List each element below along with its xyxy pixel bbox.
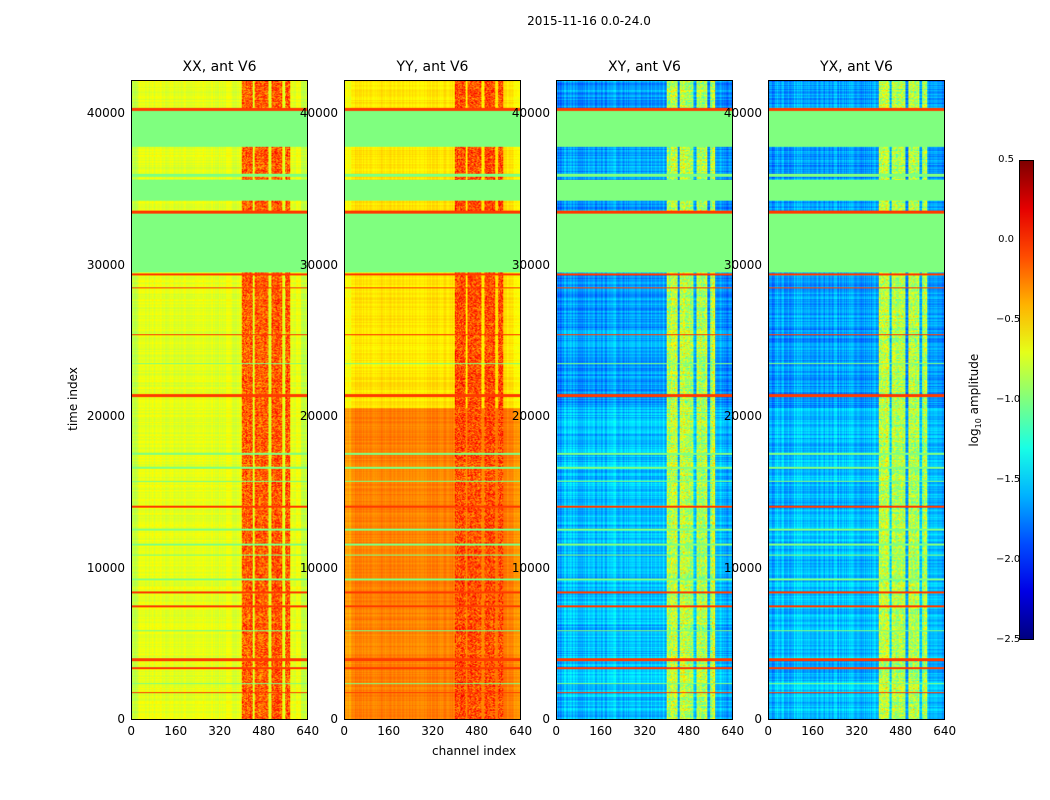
y-tick-label: 10000 [511,560,550,575]
x-tick-label: 320 [421,724,445,738]
y-tick-label: 0 [117,712,125,726]
colorbar-tick-label: 0.5 [998,154,1014,165]
y-tick-label: 10000 [86,560,125,575]
y-tick-label: 10000 [723,560,762,575]
colorbar-tick-label: −2.0 [996,554,1021,565]
y-tick-label: 0 [754,712,762,726]
x-tick-label: 0 [340,724,349,738]
panel-title: XX, ant V6 [182,59,257,75]
colorbar-tick-label: 0.0 [998,234,1014,245]
x-tick-label: 480 [465,724,489,738]
x-axis-label: channel index [432,744,517,758]
heatmap-panel [768,80,945,720]
y-tick-label: 30000 [299,257,338,272]
panel-title: YY, ant V6 [396,59,469,75]
x-tick-label: 480 [252,724,276,738]
x-tick-label: 160 [164,724,188,738]
y-tick-label: 20000 [723,409,762,423]
x-tick-label: 640 [721,724,745,738]
colorbar-tick-label: −0.5 [996,314,1021,325]
heatmap-cells [132,81,307,719]
y-tick-label: 40000 [86,106,125,120]
y-tick-label: 30000 [86,257,125,272]
y-tick-label: 20000 [511,409,550,423]
x-tick-label: 320 [633,724,657,738]
x-tick-label: 480 [889,724,913,738]
x-tick-label: 640 [509,724,533,738]
heatmap-cells [769,81,944,719]
x-tick-label: 320 [208,724,232,738]
y-tick-label: 30000 [723,257,762,272]
heatmap-panel [344,80,521,720]
x-tick-label: 0 [127,724,136,738]
y-tick-label: 20000 [299,409,338,423]
panel-title: XY, ant V6 [608,59,681,75]
x-tick-label: 320 [845,724,869,738]
y-tick-label: 20000 [86,409,125,423]
y-tick-label: 0 [542,712,550,726]
panel-title: YX, ant V6 [820,59,893,75]
x-tick-label: 0 [552,724,561,738]
y-tick-label: 0 [330,712,338,726]
heatmap-panel [131,80,308,720]
x-tick-label: 0 [764,724,773,738]
colorbar-tick-label: −1.0 [996,394,1021,405]
heatmap-cells [557,81,732,719]
colorbar [1019,160,1034,640]
colorbar-tick-label: −2.5 [996,634,1021,645]
x-tick-label: 640 [933,724,957,738]
y-tick-label: 40000 [511,106,550,120]
y-tick-label: 40000 [299,106,338,120]
x-tick-label: 480 [677,724,701,738]
figure-title: 2015-11-16 0.0-24.0 [527,14,651,28]
y-tick-label: 10000 [299,560,338,575]
y-tick-label: 40000 [723,106,762,120]
x-tick-label: 160 [589,724,613,738]
colorbar-label: log10 amplitude [966,353,984,447]
x-tick-label: 160 [801,724,825,738]
colorbar-tick-label: −1.5 [996,474,1021,485]
x-tick-label: 160 [377,724,401,738]
y-tick-label: 30000 [511,257,550,272]
x-tick-label: 640 [296,724,320,738]
heatmap-panel [556,80,733,720]
y-axis-label: time index [66,367,80,431]
heatmap-cells [345,81,520,719]
